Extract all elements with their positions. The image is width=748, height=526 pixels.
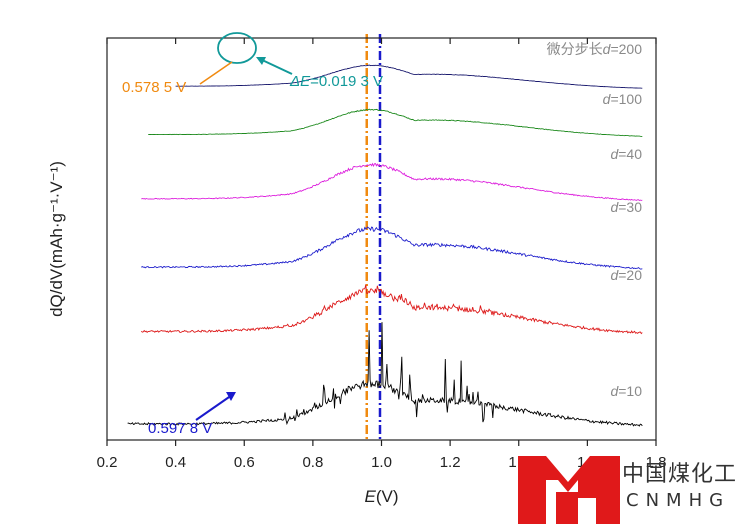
x-axis-title: E(V) (364, 487, 398, 506)
annotation-delta-e: ΔE=0.019 3 V (289, 73, 383, 90)
x-tick-label: 0.4 (165, 454, 186, 471)
curve-d=30 (141, 226, 643, 270)
curve-label-d=30: d=30 (610, 199, 642, 215)
watermark: 中国煤化工 CNMHG (516, 452, 748, 526)
highlight-circle (217, 32, 257, 64)
watermark-logo (518, 456, 620, 524)
orange-pointer (199, 61, 233, 85)
x-tick-label: 1.0 (371, 454, 392, 471)
curve-labels: 微分步长d=200 d=100 d=40 d=30 d=20 d=10 (547, 41, 643, 399)
y-axis-title: dQ/dV(mAh·g⁻¹·V⁻¹) (47, 161, 66, 317)
curve-label-d=10: d=10 (610, 383, 642, 399)
curve-label-d=20: d=20 (610, 267, 642, 283)
blue-arrow (195, 394, 233, 421)
annotation-blue-value: 0.597 8 V (148, 420, 212, 437)
curves (127, 64, 643, 427)
axes: E(V) dQ/dV(mAh·g⁻¹·V⁻¹) (47, 37, 657, 506)
curve-label-d=200: 微分步长d=200 (547, 41, 643, 57)
x-tick-label: 0.6 (234, 454, 255, 471)
blue-arrow-head (226, 392, 236, 401)
annotation-orange-value: 0.578 5 V (122, 79, 186, 96)
delta-arrow-head (256, 57, 266, 65)
annotations: 0.578 5 V ΔE=0.019 3 V 0.597 8 V (122, 32, 383, 437)
x-tick-label: 1.2 (440, 454, 461, 471)
x-tick-label: 0.2 (97, 454, 118, 471)
reference-lines (365, 34, 382, 440)
watermark-name-cn: 中国煤化工 (622, 462, 738, 487)
curve-d=40 (141, 162, 643, 202)
delta-arrow (259, 58, 293, 75)
curve-label-d=100: d=100 (603, 91, 643, 107)
curve-d=100 (148, 108, 643, 137)
x-ticks: 0.20.40.60.81.01.21.41.61.8 (97, 38, 667, 471)
x-tick-label: 1.8 (646, 454, 667, 471)
curve-label-d=40: d=40 (610, 146, 642, 162)
curve-d=10 (127, 322, 643, 427)
watermark-name-en: CNMHG (626, 490, 731, 511)
curve-d=20 (140, 284, 643, 335)
x-tick-label: 0.8 (302, 454, 323, 471)
curve-d=200 (175, 64, 643, 89)
